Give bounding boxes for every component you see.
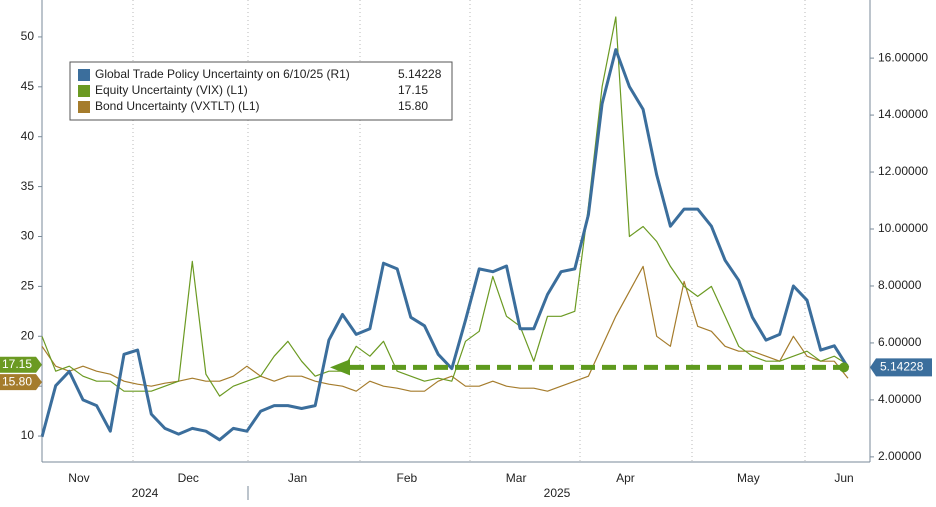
x-tick-label: Apr [616,471,635,485]
legend-swatch [78,69,90,81]
legend-swatch [78,85,90,97]
legend-value: 15.80 [398,99,428,113]
x-tick-label: Mar [506,471,527,485]
legend-value: 5.14228 [398,67,442,81]
x-tick-label: May [737,471,760,485]
y2-tick-label: 10.00000 [878,221,928,235]
legend-label: Bond Uncertainty (VXTLT) (L1) [95,99,260,113]
y-tick-label: 35 [21,179,35,193]
arrow-head [330,359,350,376]
y-tick-label: 45 [21,79,35,93]
y2-tick-label: 8.00000 [878,278,922,292]
legend-value: 17.15 [398,83,428,97]
y2-tick-label: 6.00000 [878,335,922,349]
legend-swatch [78,101,90,113]
arrow-dot [839,362,849,373]
series-line [40,48,850,442]
value-badge [870,358,932,377]
legend-label: Equity Uncertainty (VIX) (L1) [95,83,248,97]
y-tick-label: 10 [21,428,35,442]
value-badge [0,356,42,373]
legend-label: Global Trade Policy Uncertainty on 6/10/… [95,67,350,81]
x-tick-label: Feb [397,471,418,485]
x-tick-label: Dec [178,471,199,485]
series-line [41,16,849,397]
legend-box [69,61,453,121]
value-badge [0,374,42,391]
y-tick-label: 50 [21,29,35,43]
value-badge-label: 5.14228 [880,360,924,374]
year-label: 2024 [132,486,159,500]
x-tick-label: Jan [288,471,307,485]
y-tick-label: 30 [21,229,35,243]
y-tick-label: 40 [21,129,35,143]
series-line [41,265,849,392]
y2-tick-label: 14.00000 [878,107,928,121]
x-tick-label: Nov [68,471,89,485]
y2-tick-label: 2.00000 [878,449,922,463]
plot [40,16,850,442]
legend: Global Trade Policy Uncertainty on 6/10/… [69,61,453,121]
value-badge-label: 17.15 [2,357,32,371]
y2-tick-label: 12.00000 [878,164,928,178]
value-badge-label: 15.80 [2,374,32,388]
y2-tick-label: 16.00000 [878,50,928,64]
x-tick-label: Jun [834,471,853,485]
year-label: 2025 [544,486,571,500]
y2-tick-label: 4.00000 [878,392,922,406]
y-tick-label: 20 [21,328,35,342]
y-tick-label: 25 [21,279,35,293]
